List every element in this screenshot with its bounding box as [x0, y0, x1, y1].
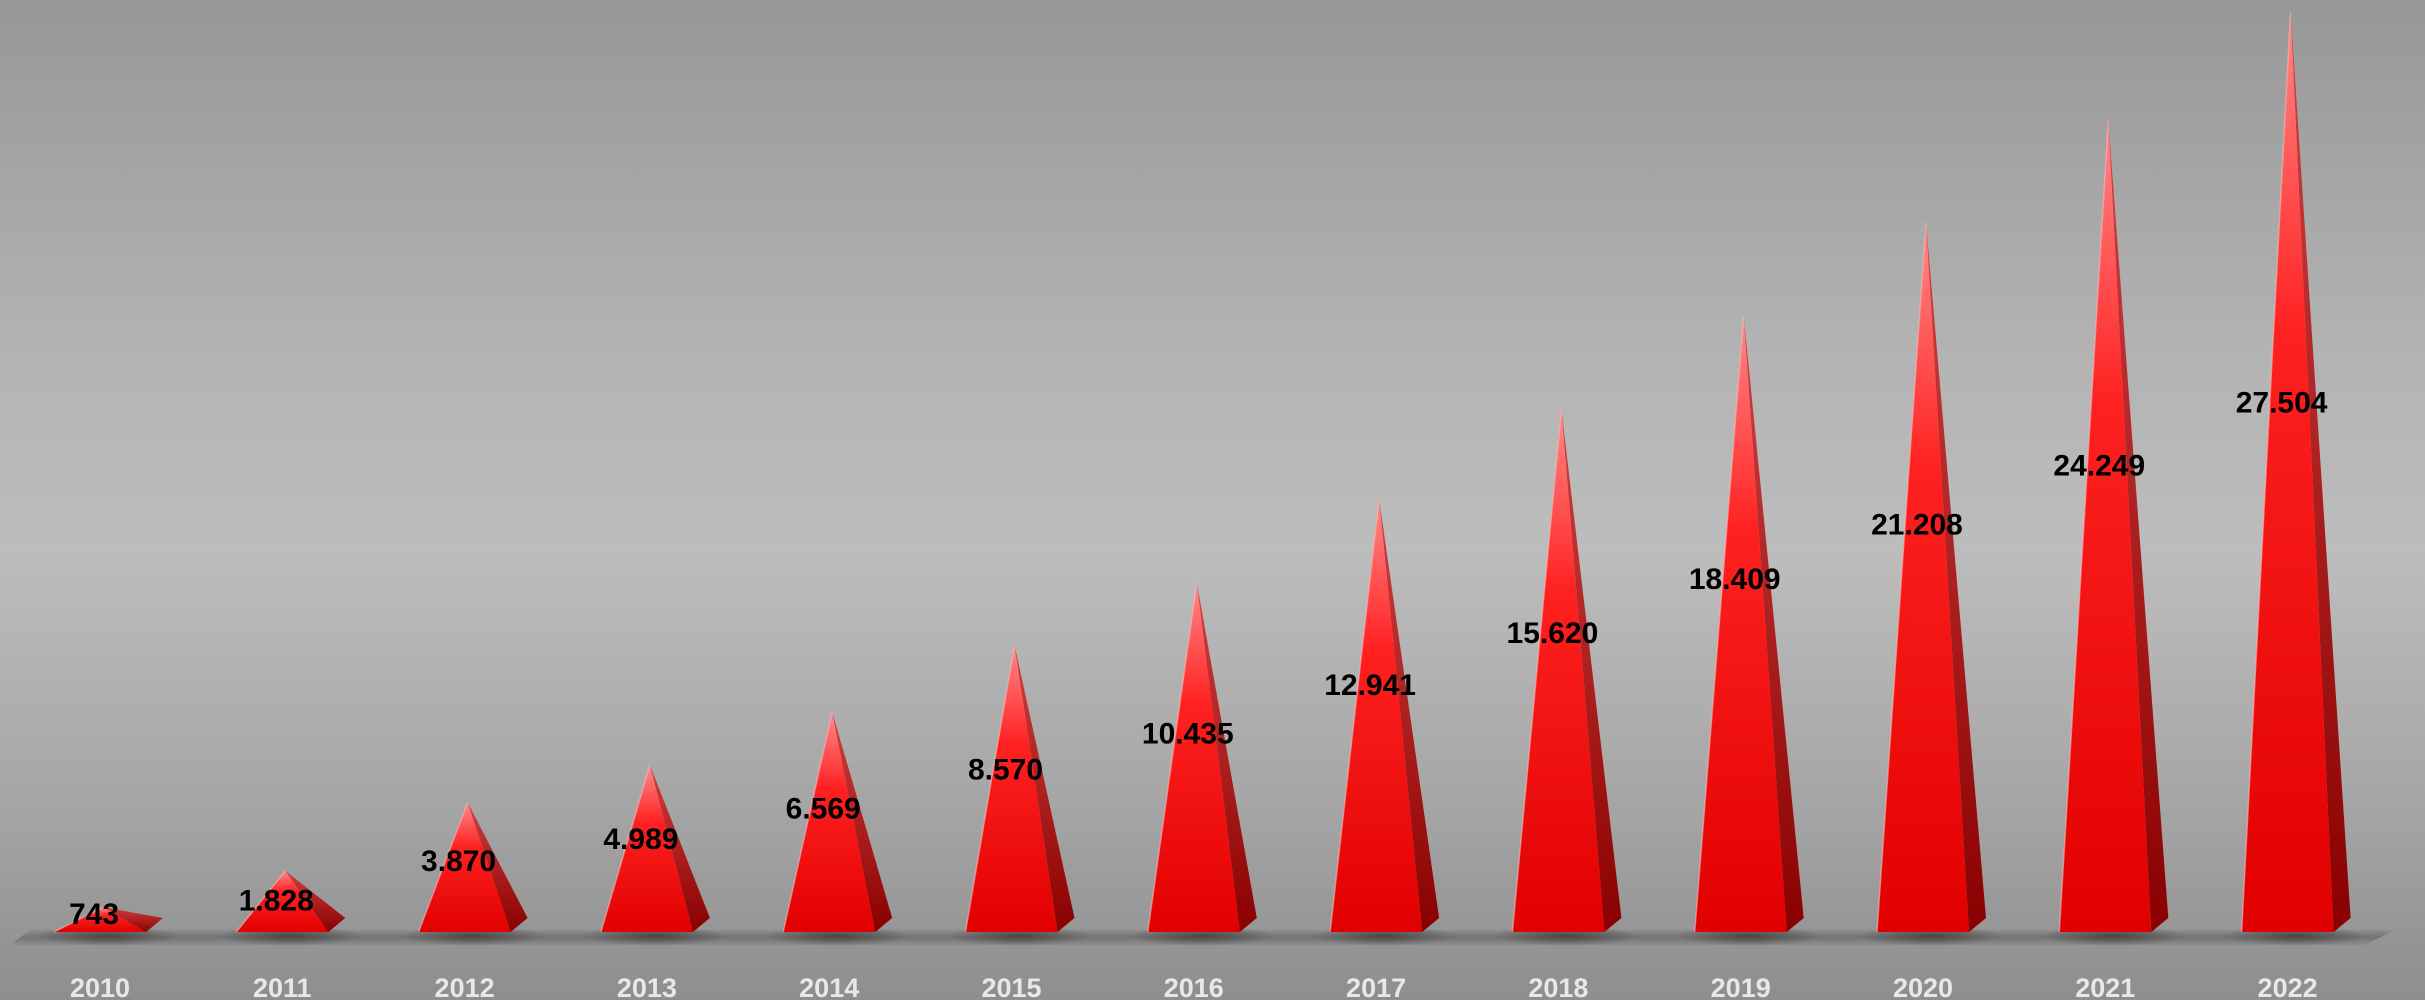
data-label: 6.569	[786, 793, 861, 826]
x-tick-label: 2011	[253, 973, 312, 1000]
x-tick-label: 2022	[2258, 973, 2318, 1000]
bar	[1147, 582, 1240, 932]
x-tick-label: 2018	[1528, 973, 1588, 1000]
data-label: 743	[69, 898, 119, 931]
bar-edge	[1693, 316, 1745, 933]
x-tick-label: 2012	[435, 973, 495, 1000]
data-label: 12.941	[1324, 669, 1416, 702]
x-tick-label: 2017	[1346, 973, 1406, 1000]
bar-side-face	[649, 765, 710, 932]
bar-side-face	[1014, 645, 1075, 932]
bar-edge	[1147, 582, 1198, 933]
bar-side-face	[1743, 316, 1804, 932]
bar-side-face	[103, 907, 163, 932]
bar	[600, 765, 693, 932]
bar	[1694, 316, 1787, 932]
x-tick-label: 2010	[70, 973, 130, 1000]
bar-side-face	[1561, 409, 1622, 932]
data-label: 21.208	[1871, 509, 1963, 542]
bar-edge	[2058, 120, 2110, 933]
bar-side-face	[285, 870, 346, 932]
x-tick-label: 2019	[1711, 973, 1771, 1000]
bar	[1330, 499, 1423, 932]
x-tick-label: 2014	[799, 973, 859, 1000]
bar	[2059, 120, 2152, 932]
x-tick-label: 2021	[2075, 973, 2135, 1000]
bar	[236, 870, 329, 932]
bar-edge	[782, 712, 833, 933]
bar-side-face	[1379, 499, 1440, 932]
bar-edge	[235, 870, 286, 933]
bar	[2241, 12, 2334, 932]
x-tick-label: 2013	[617, 973, 677, 1000]
data-label: 10.435	[1142, 718, 1234, 751]
x-tick-label: 2015	[981, 973, 1041, 1000]
bar	[965, 645, 1058, 932]
data-label: 3.870	[421, 845, 496, 878]
bar-side-face	[832, 712, 893, 932]
data-label: 27.504	[2236, 386, 2328, 419]
data-label: 24.249	[2053, 450, 2145, 483]
bar-edge	[2240, 11, 2292, 933]
bar-edge	[53, 906, 104, 933]
bar-edge	[417, 802, 469, 933]
data-label: 8.570	[968, 754, 1043, 787]
bar-side-face	[2290, 12, 2351, 932]
bar-side-face	[1196, 582, 1257, 932]
bar	[1512, 409, 1605, 932]
bar-edge	[1329, 499, 1380, 933]
bar-side-face	[2108, 120, 2169, 932]
bar-side-face	[1926, 222, 1986, 932]
bar-edge	[964, 645, 1016, 933]
bar-edge	[600, 764, 651, 933]
data-label: 18.409	[1689, 563, 1781, 596]
bar	[54, 907, 146, 932]
bar	[418, 802, 511, 932]
bar	[1877, 222, 1969, 932]
chart-marks: 743 2010 1.828 2011 3.870 2012 4.989 2013 6.569 2…	[36, 11, 2368, 1000]
data-label: 15.620	[1507, 617, 1599, 650]
x-tick-label: 2016	[1164, 973, 1224, 1000]
bar-side-face	[467, 802, 528, 932]
bar-edge	[1511, 409, 1563, 933]
bar	[783, 712, 876, 932]
data-label: 4.989	[603, 823, 678, 856]
x-tick-label: 2020	[1893, 973, 1953, 1000]
bar-edge	[1876, 222, 1927, 933]
data-label: 1.828	[239, 885, 314, 918]
